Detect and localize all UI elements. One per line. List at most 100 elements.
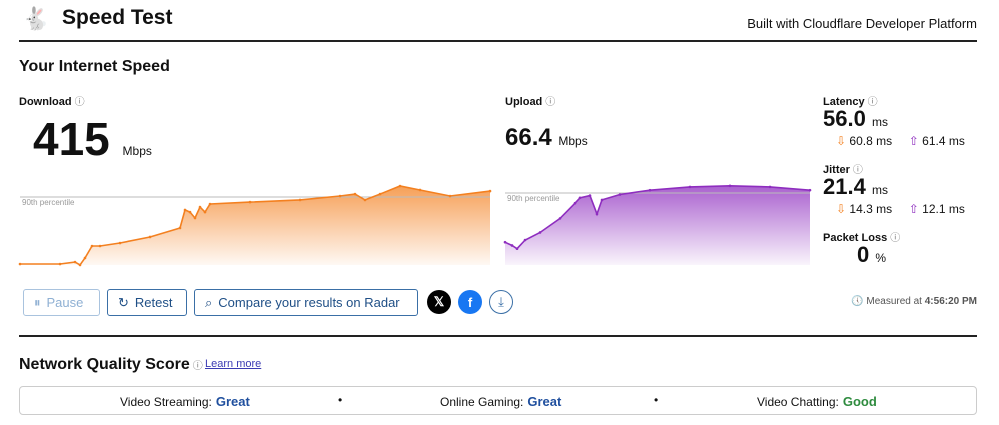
rabbit-icon: 🐇 xyxy=(22,6,50,31)
separator-dot: • xyxy=(338,393,343,407)
latency-unit: ms xyxy=(871,115,888,129)
packet-loss-label-text: Packet Loss xyxy=(823,232,888,244)
app-title: Speed Test xyxy=(62,6,173,29)
score-value: Great xyxy=(527,394,562,409)
search-icon: ⌕ xyxy=(205,294,213,310)
jitter-number: 21.4 xyxy=(823,174,866,199)
data-point xyxy=(488,189,492,193)
data-point xyxy=(298,198,302,202)
packet-loss-unit: % xyxy=(875,251,887,265)
data-point xyxy=(363,198,367,202)
jitter-unit: ms xyxy=(871,183,888,197)
download-value: 415 Mbps xyxy=(33,112,152,166)
latency-number: 56.0 xyxy=(823,106,866,131)
download-number: 415 xyxy=(33,113,110,165)
data-point xyxy=(808,188,812,192)
data-point xyxy=(18,262,22,266)
data-point xyxy=(618,193,622,196)
percentile-label: 90th percentile xyxy=(22,198,75,207)
score-value: Great xyxy=(215,394,250,409)
facebook-share-button[interactable]: f xyxy=(458,290,482,314)
data-point xyxy=(78,263,82,267)
data-point xyxy=(353,192,357,196)
info-icon[interactable]: ⓘ xyxy=(192,361,203,372)
jitter-label-text: Jitter xyxy=(823,164,850,176)
data-point xyxy=(768,185,772,189)
upload-area xyxy=(505,185,810,265)
latency-value: 56.0 ms xyxy=(823,106,888,132)
score-label: Video Streaming: xyxy=(120,395,212,409)
score-video-streaming: Video Streaming: Great xyxy=(120,394,250,409)
download-icon: ⇩ xyxy=(836,202,847,216)
data-point xyxy=(558,217,562,220)
data-point xyxy=(588,194,592,197)
data-point xyxy=(538,231,542,234)
data-point xyxy=(578,196,582,200)
data-point xyxy=(600,198,604,202)
data-point xyxy=(503,240,507,244)
jitter-label: Jitter ⓘ xyxy=(823,161,863,176)
jitter-up: 12.1 ms xyxy=(922,202,965,216)
learn-more-link[interactable]: Learn more xyxy=(205,358,262,370)
download-line xyxy=(20,185,491,267)
download-label-text: Download xyxy=(19,96,72,108)
network-quality-title-text: Network Quality Score xyxy=(19,356,190,373)
clock-icon: 🕔 xyxy=(851,296,864,307)
network-quality-title: Network Quality Score ⓘ xyxy=(19,356,203,374)
data-point xyxy=(203,210,207,214)
jitter-value: 21.4 ms xyxy=(823,174,888,200)
score-value: Good xyxy=(842,394,877,409)
latency-label-text: Latency xyxy=(823,96,865,108)
built-with-text: Built with Cloudflare Developer Platform xyxy=(747,16,977,31)
latency-breakdown: ⇩ 60.8 ms ⇧ 61.4 ms xyxy=(836,134,965,148)
x-share-button[interactable]: 𝕏 xyxy=(427,290,451,314)
data-point xyxy=(378,192,382,196)
data-point xyxy=(118,241,122,245)
upload-label-text: Upload xyxy=(505,96,543,108)
data-point xyxy=(573,201,577,205)
data-point xyxy=(595,212,599,216)
pause-button[interactable]: ⏸ Pause xyxy=(23,289,100,316)
upload-icon: ⇧ xyxy=(908,134,919,148)
data-point xyxy=(688,185,692,189)
upload-number: 66.4 xyxy=(505,124,552,151)
data-point xyxy=(83,256,87,260)
data-point xyxy=(178,226,182,230)
data-point xyxy=(248,200,252,204)
retest-button[interactable]: ↻ Retest xyxy=(107,289,187,316)
jitter-breakdown: ⇩ 14.3 ms ⇧ 12.1 ms xyxy=(836,202,965,216)
upload-value: 66.4 Mbps xyxy=(505,124,588,152)
section-title: Your Internet Speed xyxy=(19,58,170,75)
download-results-button[interactable]: ⤓ xyxy=(489,290,513,314)
data-point xyxy=(148,235,152,239)
data-point xyxy=(193,216,197,220)
speed-charts: 90th percentile 90th percentile xyxy=(18,184,812,267)
info-icon[interactable]: ⓘ xyxy=(74,97,85,108)
refresh-icon: ↻ xyxy=(118,294,129,310)
retest-label: Retest xyxy=(134,295,173,310)
divider xyxy=(19,335,977,337)
packet-loss-value: 0 % xyxy=(857,242,886,268)
data-point xyxy=(188,210,192,214)
measured-label: Measured at xyxy=(866,296,922,307)
packet-loss-label: Packet Loss ⓘ xyxy=(823,229,900,244)
data-point xyxy=(198,205,202,209)
data-point xyxy=(515,247,519,251)
data-point xyxy=(418,188,422,192)
info-icon[interactable]: ⓘ xyxy=(852,165,863,176)
latency-label: Latency ⓘ xyxy=(823,93,878,108)
data-point xyxy=(728,184,732,188)
info-icon[interactable]: ⓘ xyxy=(890,233,901,244)
info-icon[interactable]: ⓘ xyxy=(867,97,878,108)
pause-icon: ⏸ xyxy=(34,294,41,310)
data-point xyxy=(523,238,527,242)
download-icon: ⇩ xyxy=(836,134,847,148)
network-quality-scores: Video Streaming: Great • Online Gaming: Gr… xyxy=(19,386,977,415)
data-point xyxy=(510,244,514,247)
download-label: Download ⓘ xyxy=(19,93,85,108)
data-point xyxy=(183,208,187,212)
compare-radar-button[interactable]: ⌕ Compare your results on Radar xyxy=(194,289,418,316)
download-unit: Mbps xyxy=(122,144,152,158)
info-icon[interactable]: ⓘ xyxy=(545,97,556,108)
data-point xyxy=(90,244,94,248)
